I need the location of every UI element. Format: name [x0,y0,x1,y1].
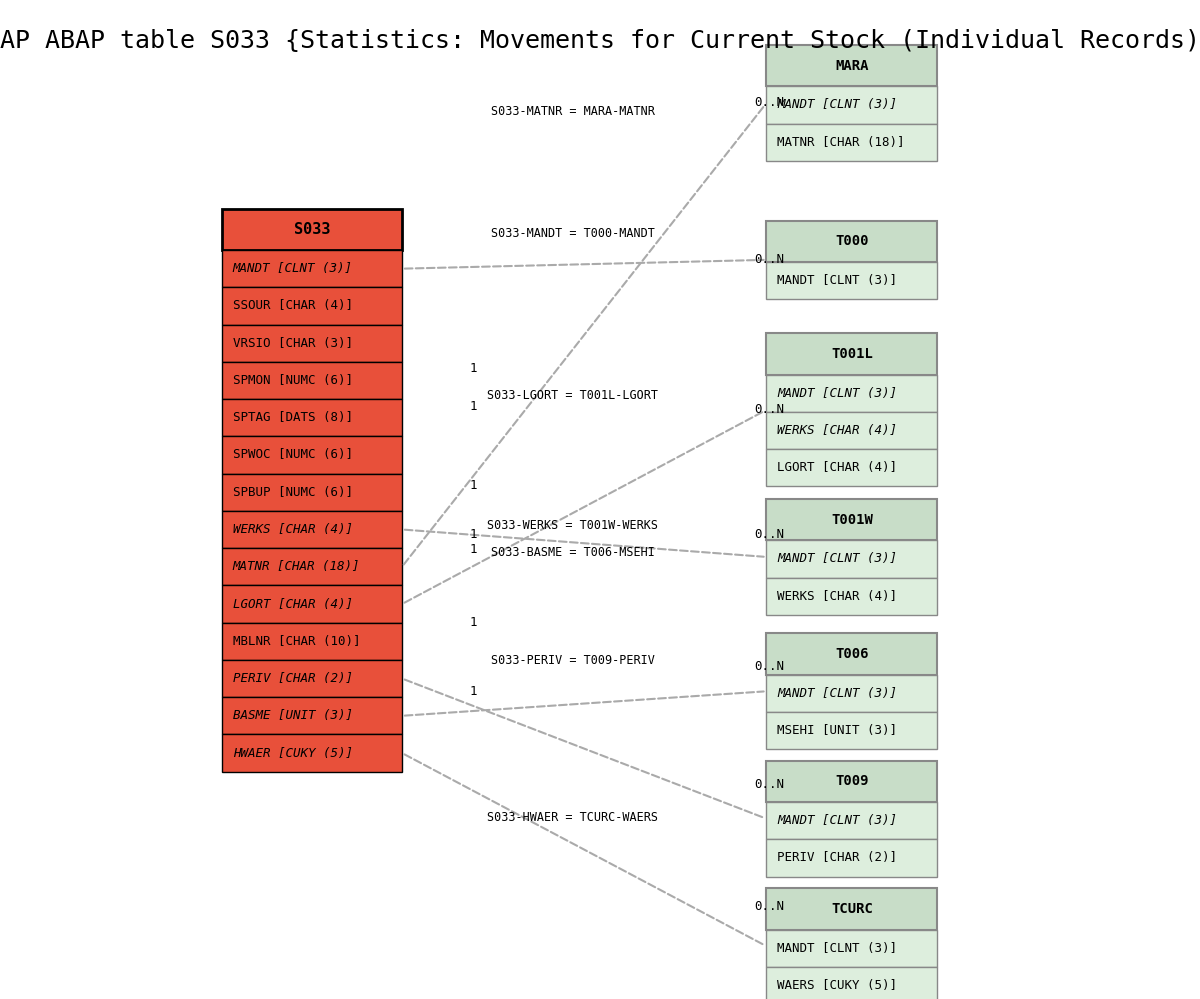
Text: MSEHI [UNIT (3)]: MSEHI [UNIT (3)] [778,724,898,737]
FancyBboxPatch shape [222,399,402,437]
Text: LGORT [CHAR (4)]: LGORT [CHAR (4)] [233,597,353,610]
FancyBboxPatch shape [767,86,937,124]
Text: S033-MATNR = MARA-MATNR: S033-MATNR = MARA-MATNR [491,105,655,118]
FancyBboxPatch shape [767,633,937,674]
Text: WERKS [CHAR (4)]: WERKS [CHAR (4)] [778,589,898,602]
FancyBboxPatch shape [767,124,937,161]
Text: 1: 1 [469,527,476,540]
Text: SAP ABAP table S033 {Statistics: Movements for Current Stock (Individual Records: SAP ABAP table S033 {Statistics: Movemen… [0,29,1200,53]
FancyBboxPatch shape [222,362,402,399]
Text: S033: S033 [294,222,330,237]
FancyBboxPatch shape [767,262,937,299]
FancyBboxPatch shape [222,250,402,288]
Text: MANDT [CLNT (3)]: MANDT [CLNT (3)] [778,387,898,400]
Text: 0..N: 0..N [755,900,785,913]
Text: T006: T006 [835,647,869,661]
FancyBboxPatch shape [222,548,402,585]
FancyBboxPatch shape [222,325,402,362]
Text: 1: 1 [469,616,476,629]
FancyBboxPatch shape [767,500,937,540]
Text: S033-BASME = T006-MSEHI: S033-BASME = T006-MSEHI [491,545,655,558]
Text: SPTAG [DATS (8)]: SPTAG [DATS (8)] [233,412,353,425]
Text: MARA: MARA [835,59,869,73]
Text: PERIV [CHAR (2)]: PERIV [CHAR (2)] [233,672,353,685]
Text: 0..N: 0..N [755,527,785,540]
Text: MATNR [CHAR (18)]: MATNR [CHAR (18)] [778,136,905,149]
FancyBboxPatch shape [222,660,402,697]
Text: HWAER [CUKY (5)]: HWAER [CUKY (5)] [233,746,353,759]
FancyBboxPatch shape [222,697,402,734]
Text: 0..N: 0..N [755,254,785,267]
FancyBboxPatch shape [767,929,937,967]
FancyBboxPatch shape [767,674,937,712]
Text: T000: T000 [835,234,869,248]
Text: MBLNR [CHAR (10)]: MBLNR [CHAR (10)] [233,634,360,647]
FancyBboxPatch shape [222,288,402,325]
Text: SSOUR [CHAR (4)]: SSOUR [CHAR (4)] [233,300,353,313]
Text: WERKS [CHAR (4)]: WERKS [CHAR (4)] [778,424,898,437]
Text: T009: T009 [835,774,869,788]
Text: 0..N: 0..N [755,97,785,110]
FancyBboxPatch shape [222,209,402,250]
FancyBboxPatch shape [767,967,937,999]
Text: 0..N: 0..N [755,404,785,417]
FancyBboxPatch shape [767,375,937,412]
Text: MANDT [CLNT (3)]: MANDT [CLNT (3)] [778,942,898,955]
FancyBboxPatch shape [767,45,937,86]
FancyBboxPatch shape [767,334,937,375]
FancyBboxPatch shape [767,540,937,577]
Text: VRSIO [CHAR (3)]: VRSIO [CHAR (3)] [233,337,353,350]
FancyBboxPatch shape [767,450,937,487]
FancyBboxPatch shape [222,510,402,548]
Text: MANDT [CLNT (3)]: MANDT [CLNT (3)] [778,686,898,699]
Text: MANDT [CLNT (3)]: MANDT [CLNT (3)] [778,552,898,565]
FancyBboxPatch shape [222,437,402,474]
Text: WERKS [CHAR (4)]: WERKS [CHAR (4)] [233,523,353,536]
FancyBboxPatch shape [222,734,402,771]
Text: S033-HWAER = TCURC-WAERS: S033-HWAER = TCURC-WAERS [487,810,659,823]
Text: S033-LGORT = T001L-LGORT: S033-LGORT = T001L-LGORT [487,389,659,402]
Text: 1: 1 [469,542,476,555]
FancyBboxPatch shape [767,712,937,749]
FancyBboxPatch shape [222,622,402,660]
Text: 0..N: 0..N [755,660,785,673]
FancyBboxPatch shape [767,888,937,929]
FancyBboxPatch shape [767,221,937,262]
Text: S033-PERIV = T009-PERIV: S033-PERIV = T009-PERIV [491,653,655,666]
Text: SPBUP [NUMC (6)]: SPBUP [NUMC (6)] [233,486,353,499]
Text: T001L: T001L [832,347,872,361]
Text: MATNR [CHAR (18)]: MATNR [CHAR (18)] [233,560,360,573]
Text: MANDT [CLNT (3)]: MANDT [CLNT (3)] [778,274,898,287]
Text: S033-WERKS = T001W-WERKS: S033-WERKS = T001W-WERKS [487,519,659,532]
FancyBboxPatch shape [222,585,402,622]
FancyBboxPatch shape [767,839,937,876]
Text: MANDT [CLNT (3)]: MANDT [CLNT (3)] [778,99,898,112]
Text: SPMON [NUMC (6)]: SPMON [NUMC (6)] [233,374,353,387]
Text: BASME [UNIT (3)]: BASME [UNIT (3)] [233,709,353,722]
Text: MANDT [CLNT (3)]: MANDT [CLNT (3)] [233,262,353,275]
FancyBboxPatch shape [767,761,937,802]
FancyBboxPatch shape [222,474,402,510]
Text: TCURC: TCURC [832,902,872,916]
Text: S033-MANDT = T000-MANDT: S033-MANDT = T000-MANDT [491,227,655,240]
Text: T001W: T001W [832,512,872,526]
Text: 1: 1 [469,684,476,697]
Text: 1: 1 [469,401,476,414]
FancyBboxPatch shape [767,412,937,450]
Text: WAERS [CUKY (5)]: WAERS [CUKY (5)] [778,979,898,992]
Text: MANDT [CLNT (3)]: MANDT [CLNT (3)] [778,814,898,827]
Text: 0..N: 0..N [755,778,785,791]
FancyBboxPatch shape [767,802,937,839]
Text: 1: 1 [469,479,476,492]
Text: PERIV [CHAR (2)]: PERIV [CHAR (2)] [778,851,898,864]
Text: LGORT [CHAR (4)]: LGORT [CHAR (4)] [778,462,898,475]
Text: 1: 1 [469,363,476,376]
Text: SPWOC [NUMC (6)]: SPWOC [NUMC (6)] [233,449,353,462]
FancyBboxPatch shape [767,577,937,614]
